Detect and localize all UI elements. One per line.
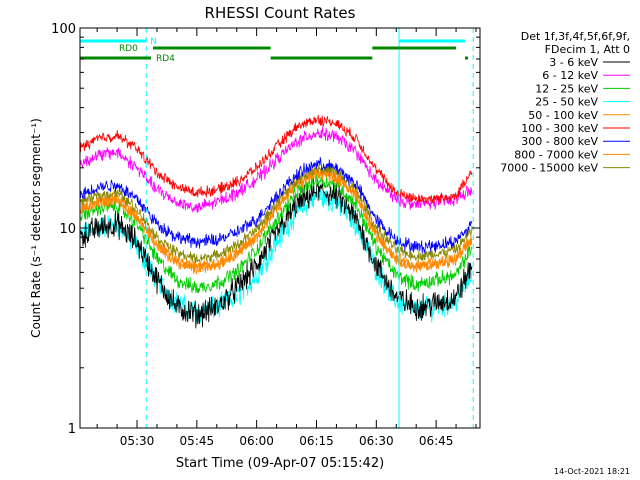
x-tick-label: 06:30: [359, 434, 394, 448]
legend-entry-label: 800 - 7000 keV: [514, 148, 598, 161]
x-tick-label: 05:30: [120, 434, 155, 448]
legend-entry-label: 12 - 25 keV: [535, 82, 598, 95]
x-tick-label: 06:00: [239, 434, 274, 448]
flag-bars: N RD0 RD4: [80, 37, 469, 64]
flag-bar-label: RD4: [156, 54, 175, 64]
legend-entry-label: 50 - 100 keV: [528, 109, 598, 122]
data-curves: [79, 114, 473, 329]
y-axis-label: Count Rate (s⁻¹ detector segment⁻¹): [29, 118, 43, 338]
legend-entry-label: 7000 - 15000 keV: [500, 162, 598, 175]
series-curve: [79, 164, 473, 264]
series-curve: [79, 178, 473, 329]
flag-bar-label: N: [150, 37, 157, 47]
legend: Det 1f,3f,4f,5f,6f,9f,FDecim 1, Att 03 -…: [500, 30, 630, 175]
x-axis-ticks: 05:30 05:45 06:00 06:15 06:30 06:45: [96, 28, 477, 448]
y-tick-label: 1: [68, 422, 76, 437]
flag-bar-label: RD0: [119, 44, 138, 54]
x-axis-label: Start Time (09-Apr-07 05:15:42): [176, 456, 384, 471]
legend-entry-label: 3 - 6 keV: [549, 56, 598, 69]
x-tick-label: 06:15: [299, 434, 334, 448]
legend-header-line: FDecim 1, Att 0: [545, 43, 630, 56]
legend-header-line: Det 1f,3f,4f,5f,6f,9f,: [521, 30, 630, 43]
legend-entry-label: 6 - 12 keV: [542, 69, 598, 82]
y-tick-label: 10: [59, 222, 76, 237]
chart-title: RHESSI Count Rates: [205, 4, 356, 22]
x-tick-label: 05:45: [180, 434, 215, 448]
y-axis-ticks: 1 10 100: [51, 22, 480, 437]
legend-entry-label: 100 - 300 keV: [521, 122, 598, 135]
render-timestamp: 14-Oct-2021 18:21: [554, 467, 630, 476]
series-curve: [79, 173, 473, 294]
series-curve: [79, 114, 473, 204]
series-curve: [79, 157, 473, 254]
y-tick-label: 100: [51, 22, 76, 37]
x-tick-label: 06:45: [419, 434, 454, 448]
legend-entry-label: 25 - 50 keV: [535, 96, 598, 109]
legend-entry-label: 300 - 800 keV: [521, 135, 598, 148]
series-curve: [79, 126, 473, 214]
